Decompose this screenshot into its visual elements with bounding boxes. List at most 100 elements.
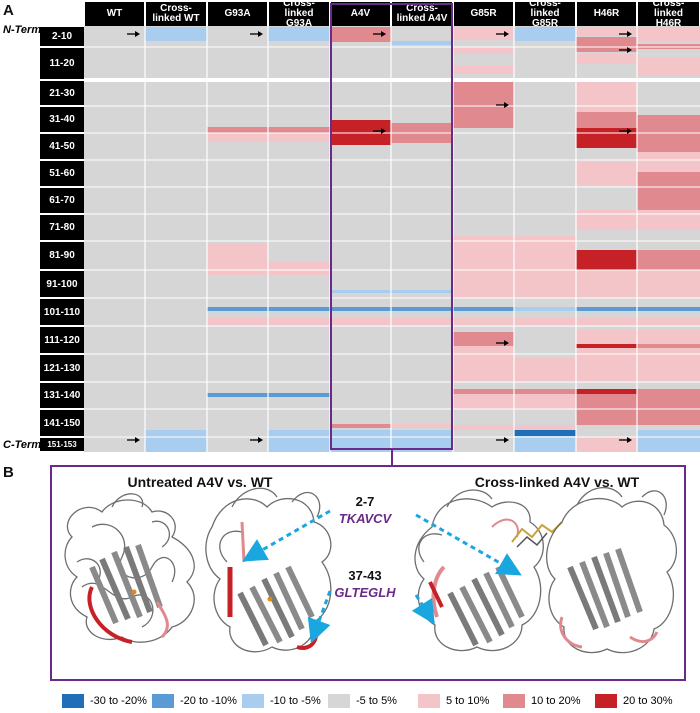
heatmap-band: [637, 210, 700, 230]
legend-swatch: [595, 694, 617, 708]
row-label: 141-150: [40, 410, 84, 436]
legend-label: 10 to 20%: [531, 695, 581, 707]
heatmap-band: [453, 318, 514, 326]
left-dimer: [64, 493, 195, 644]
legend-swatch: [328, 694, 350, 708]
heatmap-band: [391, 123, 453, 132]
row-label: 101-110: [40, 299, 84, 325]
heatmap-band: [514, 318, 576, 326]
heatmap-band: [576, 354, 637, 382]
row-label: 11-20: [40, 48, 84, 79]
black-arrowhead: [135, 437, 140, 443]
column-header: G85R: [454, 2, 513, 26]
annotation-1-sequence: TKAVCV: [338, 511, 392, 526]
black-arrowhead: [627, 47, 632, 53]
heatmap-band: [514, 262, 576, 298]
heatmap-column: [391, 26, 453, 452]
heatmap-band: [576, 162, 637, 170]
legend-label: -10 to -5%: [270, 695, 321, 707]
black-arrowhead: [627, 128, 632, 134]
column-header: Cross-linked H46R: [638, 0, 699, 29]
black-arrowhead: [381, 128, 386, 134]
column-header: Cross-linked WT: [146, 2, 206, 26]
column-header: H46R: [577, 2, 636, 26]
heatmap-band: [391, 318, 453, 326]
heatmap-column: [637, 26, 700, 452]
heatmap-band: [330, 307, 391, 311]
heatmap-band: [207, 318, 268, 326]
structure-panel: [50, 465, 686, 681]
heatmap-band: [576, 307, 637, 311]
annotation-2-sequence: GLTEGLH: [334, 585, 396, 600]
heatmap-band: [391, 424, 453, 428]
heatmap-band: [453, 80, 514, 106]
column-header: Cross-linked G93A: [269, 0, 329, 29]
row-label: 51-60: [40, 161, 84, 186]
black-arrowhead: [258, 437, 263, 443]
heatmap-column: [145, 26, 207, 452]
heatmap-band: [268, 318, 330, 326]
heatmap-band: [637, 318, 700, 326]
heatmap-band: [637, 430, 700, 452]
panel-a-label: A: [3, 2, 14, 19]
row-label: 91-100: [40, 271, 84, 297]
row-label: 131-140: [40, 383, 84, 408]
heatmap-band: [453, 246, 514, 262]
heatmap-band: [637, 270, 700, 298]
heatmap-band: [453, 262, 514, 298]
heatmap-band: [514, 389, 576, 394]
heatmap-band: [145, 27, 207, 41]
heatmap-band: [514, 246, 576, 262]
heatmap-band: [453, 430, 514, 452]
heatmap-band: [330, 27, 391, 42]
heatmap-band: [268, 307, 330, 311]
legend-label: -20 to -10%: [180, 695, 237, 707]
column-header: Cross-linked G85R: [515, 0, 575, 29]
legend-label: 20 to 30%: [623, 695, 673, 707]
row-label: 111-120: [40, 327, 84, 353]
heatmap-band: [514, 307, 576, 311]
heatmap-band: [637, 250, 700, 270]
heatmap-band: [391, 41, 453, 45]
heatmap-band: [637, 354, 700, 382]
panel-b-label: B: [3, 464, 14, 481]
heatmap-band: [637, 162, 700, 172]
heatmap-band: [453, 106, 514, 128]
legend-item: -20 to -10%: [152, 694, 237, 708]
heatmap-band: [576, 80, 637, 106]
heatmap-band: [453, 346, 514, 358]
annotation-arrows: [242, 509, 522, 644]
black-arrowhead: [504, 340, 509, 346]
heatmap-grid: [84, 26, 700, 452]
column-header: Cross-linked A4V: [392, 2, 452, 26]
legend-item: -5 to 5%: [328, 694, 397, 708]
heatmap-band: [637, 307, 700, 311]
heatmap-band: [637, 128, 700, 152]
heatmap-band: [514, 430, 576, 436]
heatmap-cells: [84, 26, 700, 452]
heatmap-band: [391, 430, 453, 452]
heatmap-band: [268, 27, 330, 41]
black-arrowhead: [504, 102, 509, 108]
heatmap-band: [391, 132, 453, 143]
black-arrowhead: [381, 31, 386, 37]
heatmap-band: [207, 127, 268, 133]
protein-structures: [64, 486, 678, 654]
legend-item: -30 to -20%: [62, 694, 147, 708]
row-label: 21-30: [40, 81, 84, 105]
black-arrowhead: [135, 31, 140, 37]
heatmap-band: [391, 290, 453, 293]
legend-item: 10 to 20%: [503, 694, 581, 708]
black-arrowhead: [627, 437, 632, 443]
heatmap-band: [453, 394, 514, 409]
black-arrowhead: [504, 31, 509, 37]
legend-swatch: [152, 694, 174, 708]
heatmap-band: [453, 358, 514, 382]
legend-item: 20 to 30%: [595, 694, 673, 708]
heatmap-band: [453, 66, 514, 74]
right-dimer: [414, 489, 563, 652]
hdx-heatmap: [84, 26, 700, 452]
heatmap-band: [330, 430, 391, 452]
heatmap-band: [576, 330, 637, 354]
row-label: 61-70: [40, 188, 84, 213]
